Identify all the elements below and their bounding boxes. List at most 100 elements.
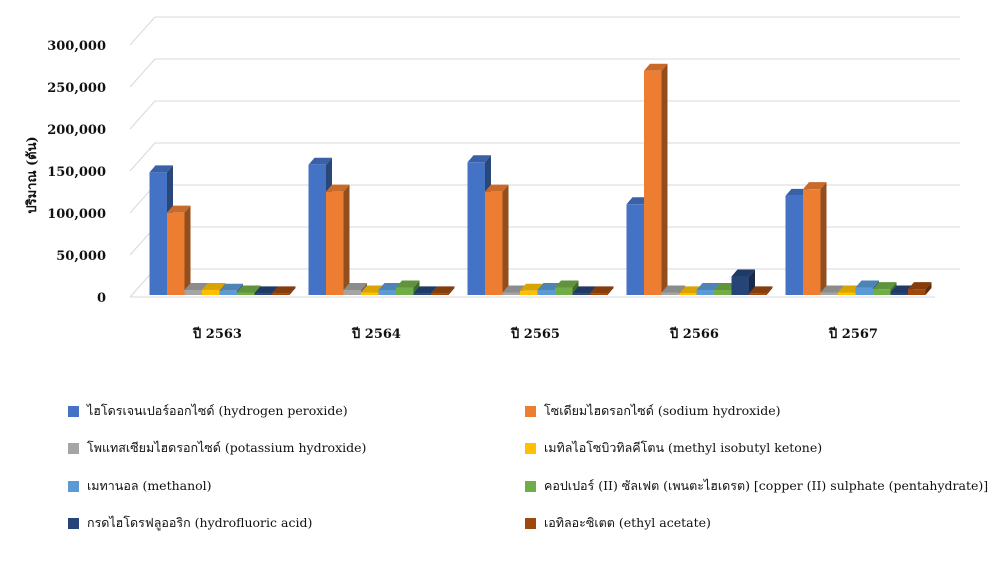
bar-front [520, 290, 538, 295]
bar-top [873, 282, 897, 290]
bar-front [749, 293, 767, 295]
y-tick-label: 200,000 [47, 123, 106, 138]
bar-side [572, 280, 579, 295]
bar-front [572, 293, 590, 295]
legend-item: คอปเปอร์ (II) ซัลเฟต (เพนตะไฮเดรต) [copp… [525, 476, 988, 496]
bar-top [644, 63, 668, 71]
gridline-wall [129, 142, 156, 172]
bar [326, 184, 350, 295]
bar-side [343, 184, 350, 295]
category-label: ปี 2566 [669, 326, 719, 342]
bar [555, 280, 579, 295]
bar-side [502, 184, 509, 295]
bar-front [219, 290, 237, 295]
legend-swatch [68, 517, 79, 529]
bar-front [149, 172, 167, 295]
bar-top [467, 155, 491, 163]
bar-side [766, 286, 773, 295]
bar-top [254, 286, 278, 294]
bar [749, 286, 773, 295]
bar [908, 282, 932, 295]
bar-front [537, 289, 555, 295]
bar-top [908, 282, 932, 290]
y-tick-label: 100,000 [47, 207, 106, 222]
bar-top [167, 205, 191, 213]
legend-item: เมทานอล (methanol) [68, 476, 212, 496]
bar-top [413, 286, 437, 294]
y-tick-label: 250,000 [47, 81, 106, 96]
bar [590, 286, 614, 295]
bar-front [731, 276, 749, 295]
bar-side [607, 286, 614, 295]
bar-front [272, 293, 290, 295]
bar-front [396, 287, 414, 295]
category-label: ปี 2567 [828, 326, 878, 342]
gridline-wall [129, 16, 156, 46]
legend-swatch [525, 442, 536, 454]
bar-top [396, 280, 420, 288]
y-tick-label: 0 [97, 291, 106, 306]
legend-label: เอทิลอะซิเตต (ethyl acetate) [544, 515, 711, 530]
legend-swatch [68, 480, 79, 492]
bar-front [555, 287, 573, 295]
bar-top [803, 182, 827, 190]
bar-front [202, 289, 220, 295]
bar-front [785, 195, 803, 295]
bar-front [485, 191, 503, 295]
category-label: ปี 2563 [192, 326, 242, 342]
bar-top [696, 282, 720, 290]
bar-top [431, 286, 455, 294]
bar-side [820, 182, 827, 295]
bar-front [696, 289, 714, 295]
category-label: ปี 2565 [510, 326, 560, 342]
legend-label: คอปเปอร์ (II) ซัลเฟต (เพนตะไฮเดรต) [copp… [544, 478, 989, 493]
bar-top [572, 286, 596, 294]
bar-front [308, 164, 326, 295]
bar-front [908, 289, 926, 295]
bar-top [202, 282, 226, 290]
bar-front [361, 292, 379, 295]
gridline-wall [129, 100, 156, 130]
bar-top [326, 184, 350, 192]
bar-front [184, 289, 202, 295]
bar [396, 280, 420, 295]
legend-item: โซเดียมไฮดรอกไซด์ (sodium hydroxide) [525, 401, 780, 421]
bar-top [555, 280, 579, 288]
bar-front [820, 292, 838, 295]
bar-top [237, 285, 261, 293]
legend-swatch [525, 517, 536, 529]
gridlines [129, 16, 960, 298]
legend-item: เอทิลอะซิเตต (ethyl acetate) [525, 513, 711, 533]
legend-label: โซเดียมไฮดรอกไซด์ (sodium hydroxide) [544, 403, 781, 418]
bar-side [925, 282, 932, 295]
bar-top [520, 283, 544, 291]
bar-front [714, 289, 732, 295]
bar-top [308, 157, 332, 165]
bar-front [343, 289, 361, 295]
legend-label: โพแทสเซียมไฮดรอกไซด์ (potassium hydroxid… [87, 440, 367, 455]
bar-front [626, 204, 644, 295]
legend-swatch [525, 480, 536, 492]
bar-side [289, 286, 296, 295]
y-tick-label: 50,000 [56, 249, 106, 264]
bar [272, 286, 296, 295]
bar-top [343, 282, 367, 290]
bar [485, 184, 509, 295]
bar-side [661, 63, 668, 295]
bar [644, 63, 668, 295]
bar [803, 182, 827, 295]
bar-side [413, 280, 420, 295]
y-axis-ticks: 0 50,000 100,000 150,000 200,000 250,000 300,0… [47, 39, 106, 306]
gridline-wall [129, 58, 156, 88]
bar-top [149, 165, 173, 173]
y-tick-label: 300,000 [47, 39, 106, 54]
bar-front [890, 292, 908, 295]
bar-front [431, 293, 449, 295]
bar-top [820, 285, 844, 293]
legend-label: ไฮโดรเจนเปอร์ออกไซด์ (hydrogen peroxide) [87, 403, 348, 418]
legend-item: โพแทสเซียมไฮดรอกไซด์ (potassium hydroxid… [68, 438, 366, 458]
bar-front [502, 292, 520, 295]
bar-front [873, 289, 891, 295]
y-tick-label: 150,000 [47, 165, 106, 180]
